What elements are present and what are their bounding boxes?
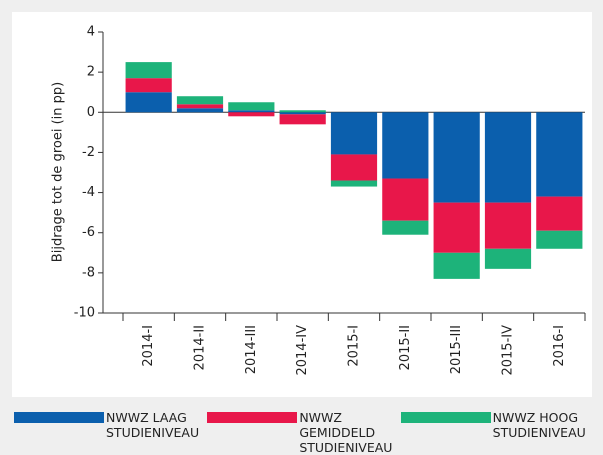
y-tick-label: -4 [82, 185, 95, 200]
bar-segment [279, 114, 326, 125]
bar-segment [536, 196, 583, 231]
y-tick-label: 4 [87, 25, 95, 40]
y-tick-label: -10 [74, 306, 95, 321]
y-tick-label: -8 [82, 265, 95, 280]
legend-label: NWWZ HOOG STUDIENIVEAU [492, 410, 586, 440]
bar-segment [125, 92, 172, 113]
bar-segment [330, 112, 378, 155]
x-tick-label: 2015-II [398, 325, 413, 370]
bar-segment [382, 178, 429, 221]
bar-segment [228, 102, 275, 111]
x-tick-label: 2014-II [193, 325, 208, 370]
bar-segment [125, 62, 172, 79]
bar-segment [176, 108, 224, 113]
y-tick-label: -2 [82, 145, 95, 160]
legend-item: NWWZ GEMIDDELD STUDIENIVEAU [207, 410, 400, 455]
legend-swatch [400, 412, 491, 423]
bar-segment [536, 230, 583, 249]
bar-segment [433, 112, 480, 203]
legend-label: NWWZ GEMIDDELD STUDIENIVEAU [299, 410, 393, 455]
bar-segment [484, 248, 532, 269]
x-tick-label: 2014-IV [295, 325, 310, 376]
bar-segment [330, 180, 378, 187]
bar-segment [228, 112, 275, 117]
bar-segment [279, 110, 326, 113]
y-tick-label: 2 [87, 65, 95, 80]
bar-segment [382, 112, 429, 179]
bar-segment [125, 78, 172, 93]
y-axis-label: Bijdrage tot de groei (in pp) [51, 82, 66, 262]
legend-item: NWWZ HOOG STUDIENIVEAU [400, 410, 594, 455]
x-tick-label: 2014-I [141, 325, 156, 367]
legend-item: NWWZ LAAG STUDIENIVEAU [14, 410, 207, 455]
bar-segment [433, 202, 480, 253]
bar-segment [176, 96, 224, 105]
x-tick-label: 2014-III [244, 325, 259, 374]
y-tick-label: -6 [82, 225, 95, 240]
legend-swatch [14, 412, 104, 423]
bar-segment [484, 202, 532, 249]
x-tick-label: 2015-IV [501, 325, 516, 376]
chart: Bijdrage tot de groei (in pp) -10 -8 -6 -4 -… [12, 12, 592, 397]
legend: NWWZ LAAG STUDIENIVEAU NWWZ GEMIDDELD STU… [14, 410, 594, 455]
bar-segment [382, 220, 429, 235]
bar-segment [433, 252, 480, 279]
bar-segment [176, 104, 224, 109]
bar-segment [228, 110, 275, 113]
x-tick-label: 2016-I [552, 325, 567, 367]
legend-swatch [207, 412, 298, 423]
bar-segment [484, 112, 532, 203]
y-tick-label: 0 [87, 105, 95, 120]
bar-segment [330, 154, 378, 181]
x-tick-label: 2015-III [449, 325, 464, 374]
x-tick-label: 2015-I [347, 325, 362, 367]
bar-segment [279, 112, 326, 115]
legend-label: NWWZ LAAG STUDIENIVEAU [106, 410, 200, 440]
bar-segment [536, 112, 583, 197]
